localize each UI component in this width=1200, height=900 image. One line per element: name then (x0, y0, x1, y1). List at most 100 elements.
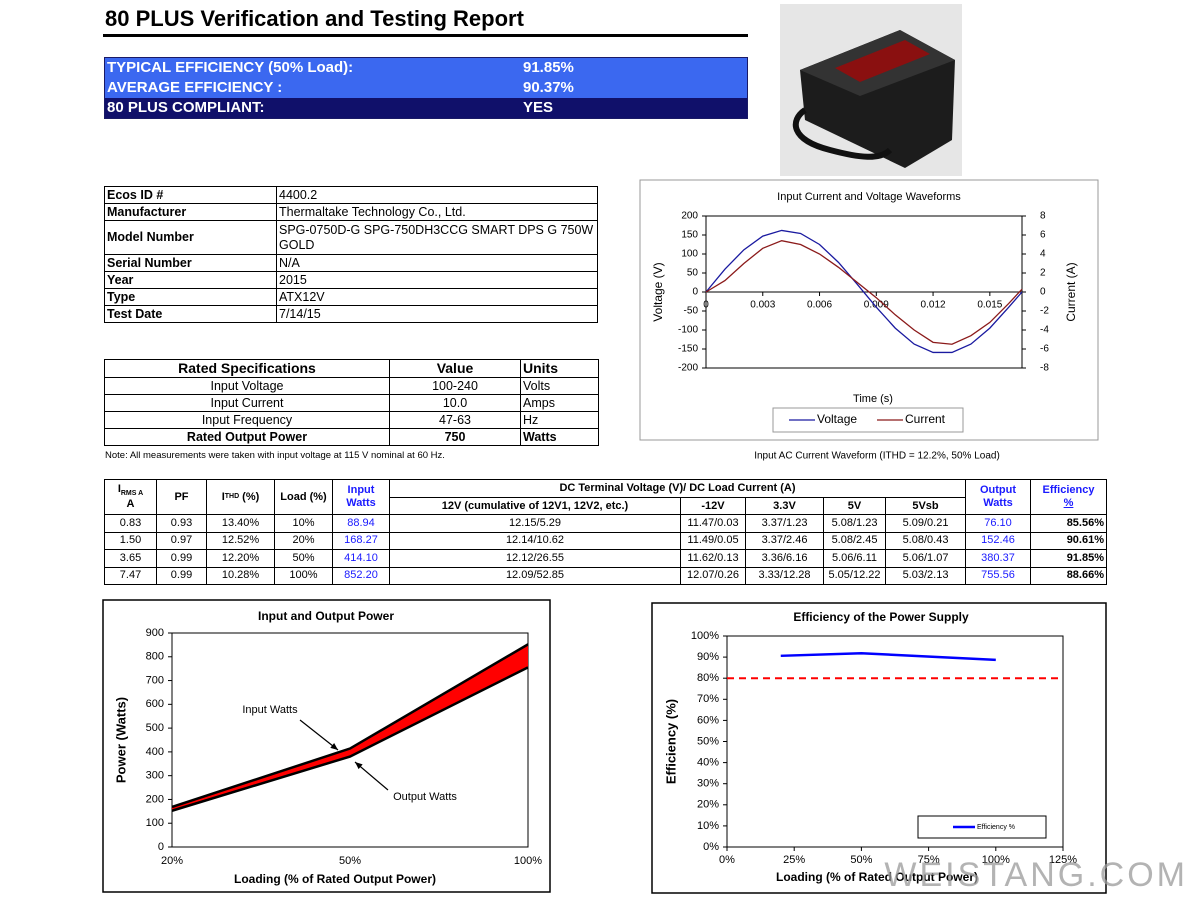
load-cell: 5.08/1.23 (823, 514, 886, 533)
rated-cell: Rated Output Power (104, 428, 390, 446)
rated-cell: Amps (520, 394, 599, 412)
irms-unit: A (126, 498, 135, 511)
y-axis-label: Power (Watts) (113, 697, 128, 783)
x-tick-label: 100% (982, 854, 1010, 866)
irms-main: I (117, 483, 121, 496)
pf-text: PF (174, 490, 189, 503)
summary-label: AVERAGE EFFICIENCY : (107, 79, 283, 96)
info-key: Year (104, 271, 277, 289)
load-cell: 12.09/52.85 (389, 566, 681, 585)
chart-title: Efficiency of the Power Supply (793, 610, 969, 624)
load-cell: 3.37/1.23 (745, 514, 824, 533)
irms-sub: RMS A (120, 490, 144, 498)
info-key: Model Number (104, 220, 277, 255)
x-axis-label: Loading (% of Rated Output Power) (776, 870, 978, 884)
info-value: ATX12V (276, 288, 598, 306)
legend-label: Current (905, 412, 946, 426)
x-tick-label: 50% (339, 855, 361, 867)
output-text: Output Watts (979, 484, 1017, 509)
legend-box (917, 815, 1047, 839)
chart-title: Input Current and Voltage Waveforms (777, 191, 961, 203)
info-value: 2015 (276, 271, 598, 289)
load-cell: 50% (274, 549, 333, 568)
info-key: Test Date (104, 305, 277, 323)
legend-label: Voltage (817, 412, 857, 426)
x-tick-label: 100% (514, 855, 542, 867)
y-tick-label: -100 (678, 325, 698, 336)
series-line (705, 240, 1023, 345)
load-cell: 152.46 (965, 531, 1031, 550)
product-photo (780, 4, 962, 176)
report-title: 80 PLUS Verification and Testing Report (105, 6, 524, 31)
y-tick-label: 0 (692, 287, 698, 298)
load-cell: 5.06/1.07 (885, 549, 966, 568)
info-value: 4400.2 (276, 186, 598, 204)
x-tick-label: 0% (719, 854, 735, 866)
load-header: Load (%) (274, 479, 333, 515)
annotation: Input Watts (242, 704, 298, 716)
load-cell: 3.65 (104, 549, 157, 568)
rated-cell: 10.0 (389, 394, 521, 412)
y-tick-label: 10% (697, 820, 719, 832)
load-cell: 12.20% (206, 549, 275, 568)
efficiency-unit: % (1063, 497, 1074, 509)
plot-area (171, 632, 529, 848)
load-cell: 5.03/2.13 (885, 566, 966, 585)
load-cell: 12.15/5.29 (389, 514, 681, 533)
x-axis-label: Loading (% of Rated Output Power) (234, 872, 436, 886)
load-cell: 5.05/12.22 (823, 566, 886, 585)
y-tick-label: 200 (681, 211, 698, 222)
info-key: Manufacturer (104, 203, 277, 221)
y-tick-label: -150 (678, 344, 698, 355)
y-tick-label: -50 (684, 306, 699, 317)
y-axis-label: Voltage (V) (651, 262, 665, 321)
load-cell: 85.56% (1030, 514, 1107, 533)
x-tick-label: 25% (783, 854, 805, 866)
y-tick-label: 0 (158, 841, 164, 853)
series-line (705, 229, 1023, 354)
input-text: Input Watts (346, 484, 376, 509)
load-cell: 11.62/0.13 (680, 549, 746, 568)
info-key: Serial Number (104, 254, 277, 272)
y-tick-label: 500 (146, 722, 164, 734)
load-cell: 0.83 (104, 514, 157, 533)
dc-col-header: 5V (823, 497, 886, 515)
rated-cell: Watts (520, 428, 599, 446)
load-cell: 11.49/0.05 (680, 531, 746, 550)
rated-cell: 100-240 (389, 377, 521, 395)
load-cell: 88.94 (332, 514, 390, 533)
load-cell: 11.47/0.03 (680, 514, 746, 533)
y-tick-label: 150 (681, 230, 698, 241)
load-cell: 88.66% (1030, 566, 1107, 585)
x-tick-label: 0.009 (864, 300, 889, 311)
info-value: SPG-0750D-G SPG-750DH3CCG SMART DPS G 75… (276, 220, 598, 255)
y2-tick-label: -6 (1040, 344, 1049, 355)
load-cell: 168.27 (332, 531, 390, 550)
info-value: 7/14/15 (276, 305, 598, 323)
rated-cell: Input Frequency (104, 411, 390, 429)
x-tick-label: 0 (703, 300, 709, 311)
load-cell: 90.61% (1030, 531, 1107, 550)
x-tick-label: 20% (161, 855, 183, 867)
y-tick-label: 100 (681, 249, 698, 260)
y2-tick-label: 0 (1040, 287, 1046, 298)
rated-cell: Input Voltage (104, 377, 390, 395)
annotation-arrowhead (355, 762, 363, 770)
load-cell: 76.10 (965, 514, 1031, 533)
y-tick-label: 600 (146, 698, 164, 710)
load-cell: 10.28% (206, 566, 275, 585)
y-tick-label: 70% (697, 693, 719, 705)
y2-tick-label: 6 (1040, 230, 1046, 241)
x-axis-label: Time (s) (853, 393, 893, 405)
y-tick-label: 50% (697, 735, 719, 747)
load-cell: 414.10 (332, 549, 390, 568)
summary-label: 80 PLUS COMPLIANT: (107, 99, 265, 116)
y-tick-label: 800 (146, 651, 164, 663)
load-cell: 5.09/0.21 (885, 514, 966, 533)
load-cell: 91.85% (1030, 549, 1107, 568)
annotation-arrowhead (330, 742, 338, 750)
y-axis-label: Efficiency (%) (663, 699, 678, 784)
y-tick-label: 40% (697, 757, 719, 769)
rated-cell: Hz (520, 411, 599, 429)
